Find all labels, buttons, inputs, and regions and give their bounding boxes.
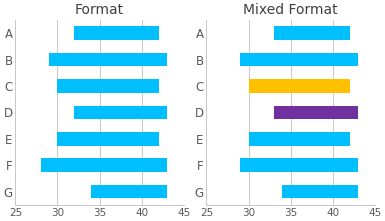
Bar xyxy=(240,53,358,67)
Bar xyxy=(249,79,350,93)
Bar xyxy=(57,79,159,93)
Bar xyxy=(57,132,159,146)
Title: Mixed Format: Mixed Format xyxy=(243,4,338,17)
Bar xyxy=(249,132,350,146)
Bar xyxy=(74,106,167,119)
Bar xyxy=(274,106,358,119)
Bar xyxy=(274,26,350,40)
Bar xyxy=(240,158,358,172)
Title: Format: Format xyxy=(75,4,124,17)
Bar xyxy=(41,158,167,172)
Bar xyxy=(49,53,167,67)
Bar xyxy=(282,185,358,198)
Bar xyxy=(91,185,167,198)
Bar xyxy=(74,26,159,40)
